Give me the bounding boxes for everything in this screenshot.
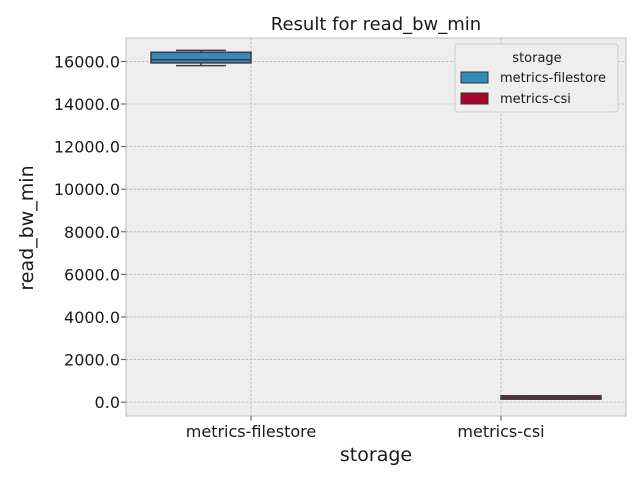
legend-label-metrics-filestore: metrics-filestore [500,71,606,86]
x-axis: metrics-filestore metrics-csi [186,416,545,441]
y-tick-label: 10000.0 [54,180,120,199]
legend-swatch-metrics-filestore [460,71,489,84]
legend-title: storage [512,51,561,66]
y-axis-title: read_bw_min [16,165,38,290]
legend-swatch-metrics-csi [460,92,489,105]
y-tick-label: 16000.0 [54,52,120,71]
x-tick-label: metrics-csi [457,422,544,441]
y-tick-label: 4000.0 [64,308,120,327]
x-axis-title: storage [340,444,412,466]
y-tick-label: 6000.0 [64,265,120,284]
y-tick-label: 0.0 [95,393,120,412]
x-tick-label: metrics-filestore [186,422,316,441]
legend-frame [454,43,619,113]
box-metrics-filestore [150,49,252,67]
box-metrics-csi [500,395,602,400]
y-tick-label: 12000.0 [54,138,120,157]
chart-title: Result for read_bw_min [271,14,481,35]
y-tick-label: 2000.0 [64,351,120,370]
box-series [150,49,602,400]
y-tick-label: 8000.0 [64,223,120,242]
box-iqr [150,51,252,64]
y-tick-label: 14000.0 [54,95,120,114]
legend: storage metrics-filestore metrics-csi [454,43,619,113]
y-axis: 0.0 2000.0 4000.0 6000.0 8000.0 10000.0 12000.… [54,52,126,412]
legend-label-metrics-csi: metrics-csi [500,92,571,107]
